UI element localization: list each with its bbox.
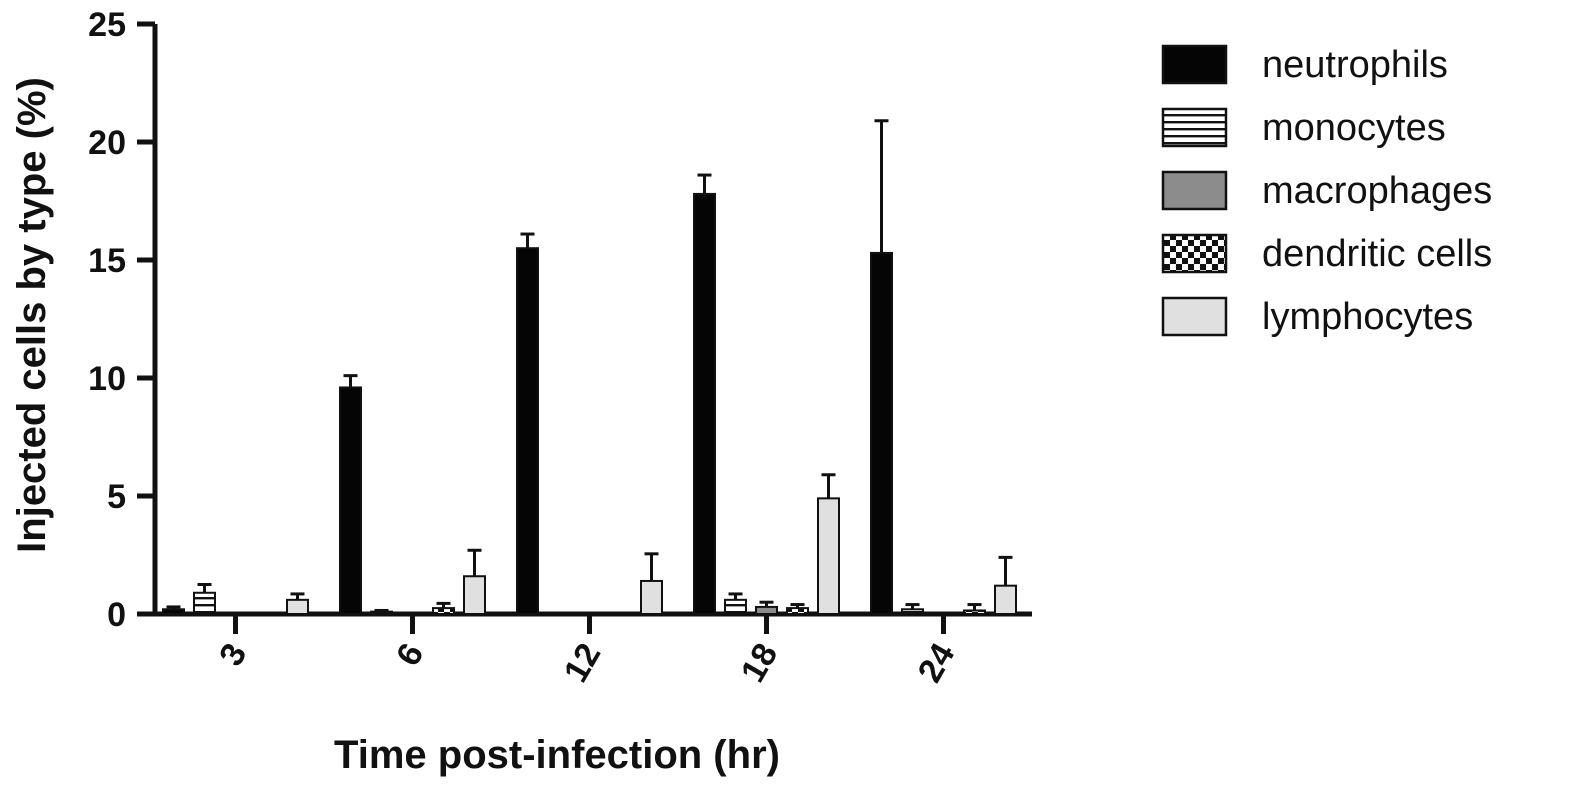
bar [193,591,216,616]
legend-label: monocytes [1262,107,1446,149]
bar [286,598,309,616]
x-tick-label: 6 [389,637,431,672]
bar [339,386,362,615]
x-ticks: 3 6 12 18 24 [212,614,962,689]
bar [901,608,924,616]
x-axis: 3 6 12 18 24 [153,611,1032,689]
bar [370,610,393,616]
y-axis: 0 5 10 15 20 25 [88,6,158,634]
legend-swatch [1161,107,1228,148]
legend-label: macrophages [1262,170,1492,212]
legend-swatch [1161,170,1228,211]
y-axis-title: Injected cells by type (%) [10,77,54,553]
x-tick-label: 12 [557,637,609,689]
bar [432,607,455,615]
y-tick-label: 0 [107,596,126,634]
legend-label: neutrophils [1262,44,1448,86]
bar [162,608,185,616]
bar [463,575,486,615]
bar [786,607,809,615]
y-tick-label: 5 [107,478,126,516]
x-tick-label: 24 [911,637,963,689]
y-tick-label: 10 [88,360,126,398]
legend-swatch [1161,44,1228,85]
legend-swatch [1161,296,1228,337]
legend-label: dendritic cells [1262,233,1492,275]
bar [963,609,986,616]
bar [817,497,840,615]
y-tick-label: 25 [88,6,126,44]
bars [162,119,1017,616]
legend-swatch [1161,233,1228,274]
x-tick-label: 18 [734,637,786,689]
bar [693,192,716,615]
y-tick-label: 15 [88,242,126,280]
x-axis-title: Time post-infection (hr) [334,733,780,777]
legend: neutrophils monocytes macrophages dendritic… [1161,44,1492,338]
y-ticks: 0 5 10 15 20 25 [88,6,155,634]
y-tick-label: 20 [88,124,126,162]
x-tick-label: 3 [212,637,254,672]
legend-label: lymphocytes [1262,296,1473,338]
bar [994,584,1017,615]
bar [640,579,663,616]
bar [516,247,539,615]
bar [724,598,747,616]
bar [755,605,778,615]
bar [870,251,893,615]
